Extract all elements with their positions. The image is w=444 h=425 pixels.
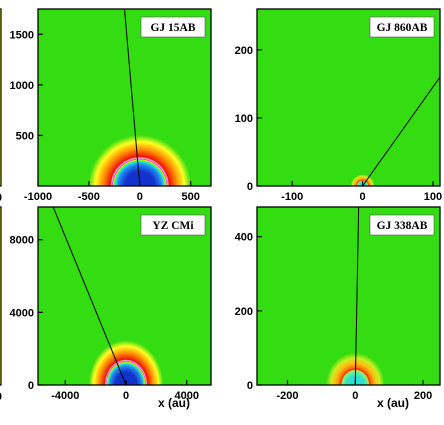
left-edge-tick-top: 0 [0,192,2,204]
heatmap-gradient [257,207,440,385]
x-tick-label: 500 [181,191,199,203]
panel-label-box [369,214,435,236]
x-tick-label: -100 [281,191,303,203]
line-of-sight [124,9,141,186]
heatmap-gradient [257,9,440,186]
y-tick-label: 1500 [10,29,34,41]
panel-label: GJ 15AB [150,22,195,34]
x-tick-label: -500 [78,191,100,203]
y-tick-label: 0 [247,380,253,392]
panel-frame [256,206,441,386]
left-edge-frame-bottom [0,206,2,386]
x-tick-label: 100 [424,191,442,203]
x-tick-label: 0 [352,390,358,402]
left-edge-frame-top [0,8,2,187]
panel-frame [37,8,212,187]
x-tick-label: -4000 [51,390,79,402]
heatmap-field [38,9,211,186]
panel-label-box [140,16,206,38]
y-tick-label: 100 [235,113,253,125]
heatmap-gradient [38,9,211,186]
y-tick-label: 8000 [10,235,34,247]
panel-frame [256,8,441,187]
x-axis-title-left: x (au) [158,396,190,410]
panel-gj-860ab: -100 0 100 0 100 200 GJ 860AB [235,8,442,203]
x-tick-label: 0 [123,390,129,402]
line-of-sight [362,76,440,186]
panel-frame [37,206,212,386]
panel-gj-338ab: -200 0 200 0 200 400 GJ 338AB [235,206,441,402]
x-tick-label: -1000 [24,191,52,203]
x-tick-label: 200 [414,390,432,402]
left-edge-partial-panels: 0 0 [0,8,2,403]
y-tick-label: 0 [28,380,34,392]
panel-label: GJ 860AB [377,22,428,34]
line-of-sight [52,207,127,385]
y-tick-label: 200 [235,45,253,57]
x-tick-label: 4000 [174,390,198,402]
left-edge-tick-bottom: 0 [0,391,2,403]
y-tick-label: 0 [247,181,253,193]
y-tick-label: 200 [235,306,253,318]
panel-label-box [369,16,435,38]
panel-label: GJ 338AB [377,220,428,232]
y-tick-label: 4000 [10,307,34,319]
heatmap-field [38,207,211,385]
x-tick-label: 0 [360,191,366,203]
line-of-sight [354,207,360,385]
heatmap-gradient [38,207,211,385]
panel-label-box [140,214,206,236]
heatmap-field [257,9,440,186]
y-tick-label: 1000 [10,80,34,92]
x-tick-label: -200 [276,390,298,402]
heatmap-field [257,207,440,385]
x-tick-label: 0 [137,191,143,203]
panel-label: YZ CMi [152,220,194,232]
x-axis-title-right: x (au) [377,396,409,410]
panel-yz-cmi: -4000 0 4000 0 4000 8000 YZ CMi [10,206,212,402]
panel-gj-15ab: -1000 -500 0 500 500 1000 1500 GJ 15AB [10,8,212,203]
y-tick-label: 500 [16,130,34,142]
y-tick-label: 400 [235,232,253,244]
